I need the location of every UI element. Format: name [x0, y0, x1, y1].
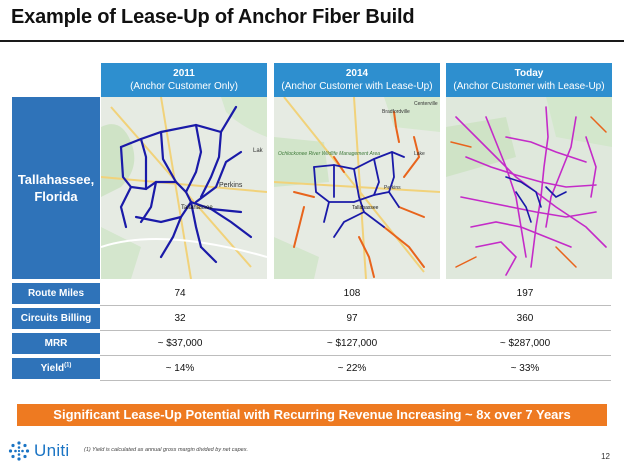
yield-2011: ~ 14% — [165, 363, 195, 374]
row-label-mrr: MRR — [12, 333, 100, 354]
map-2014: Centerville Bradfordville Ochlockonee Ri… — [274, 97, 440, 279]
column-header-2011: 2011 (Anchor Customer Only) — [101, 63, 267, 97]
row-label-circuits-billing: Circuits Billing — [12, 308, 100, 329]
row-label-yield: Yield(1) — [12, 358, 100, 379]
map-place-label: Tallahassee — [352, 205, 379, 211]
route-miles-2014: 108 — [343, 288, 361, 299]
state-name: Florida — [34, 189, 78, 204]
route-miles-2011: 74 — [174, 288, 186, 299]
map-place-label: Ochlockonee River Wildlife Management Ar… — [278, 151, 380, 157]
yield-today: ~ 33% — [510, 363, 540, 374]
city-label: Tallahassee, Florida — [12, 97, 100, 279]
map-place-label: Lak — [253, 148, 264, 154]
column-year: 2011 — [173, 68, 195, 79]
table-row-divider — [100, 380, 611, 381]
map-place-label: Bradfordville — [382, 109, 410, 115]
column-subtitle: (Anchor Customer Only) — [130, 81, 238, 92]
table-row-divider — [100, 305, 611, 306]
circuits-billing-today: 360 — [516, 313, 534, 324]
table-row-divider — [100, 355, 611, 356]
mrr-2014: ~ $127,000 — [326, 338, 378, 349]
route-miles-today: 197 — [516, 288, 534, 299]
fiber-route-map-today — [446, 97, 612, 279]
column-subtitle: (Anchor Customer with Lease-Up) — [281, 81, 433, 92]
circuits-billing-2014: 97 — [346, 313, 358, 324]
summary-banner: Significant Lease-Up Potential with Recu… — [17, 404, 607, 426]
page-number: 12 — [601, 452, 610, 461]
column-header-2014: 2014 (Anchor Customer with Lease-Up) — [274, 63, 440, 97]
mrr-today: ~ $287,000 — [499, 338, 551, 349]
footnote-marker: (1) — [64, 362, 72, 369]
uniti-logo-icon — [8, 441, 30, 461]
map-2011: Perkins Tallahassee Lak — [101, 97, 267, 279]
table-row-divider — [100, 330, 611, 331]
page-title: Example of Lease-Up of Anchor Fiber Buil… — [11, 6, 415, 28]
yield-2014: ~ 22% — [337, 363, 367, 374]
fiber-route-map-2014: Centerville Bradfordville Ochlockonee Ri… — [274, 97, 440, 279]
column-year: Today — [514, 68, 544, 79]
map-place-label: Lake — [414, 151, 425, 157]
map-place-label: Tallahassee — [181, 205, 213, 211]
mrr-2011: ~ $37,000 — [157, 338, 203, 349]
map-place-label: Perkins — [384, 185, 401, 191]
map-place-label: Perkins — [219, 182, 243, 189]
column-year: 2014 — [345, 68, 369, 79]
column-subtitle: (Anchor Customer with Lease-Up) — [453, 81, 605, 92]
fiber-route-map-2011: Perkins Tallahassee Lak — [101, 97, 267, 279]
map-place-label: Centerville — [414, 101, 438, 107]
circuits-billing-2011: 32 — [174, 313, 186, 324]
company-logo: Uniti — [8, 440, 70, 462]
row-label-route-miles: Route Miles — [12, 283, 100, 304]
title-divider — [0, 40, 624, 42]
footnote: (1) Yield is calculated as annual gross … — [84, 447, 248, 453]
row-label-text: Yield — [40, 363, 65, 374]
logo-wordmark: Uniti — [34, 441, 70, 460]
city-name: Tallahassee, — [17, 172, 95, 187]
column-header-today: Today (Anchor Customer with Lease-Up) — [446, 63, 612, 97]
map-today — [446, 97, 612, 279]
